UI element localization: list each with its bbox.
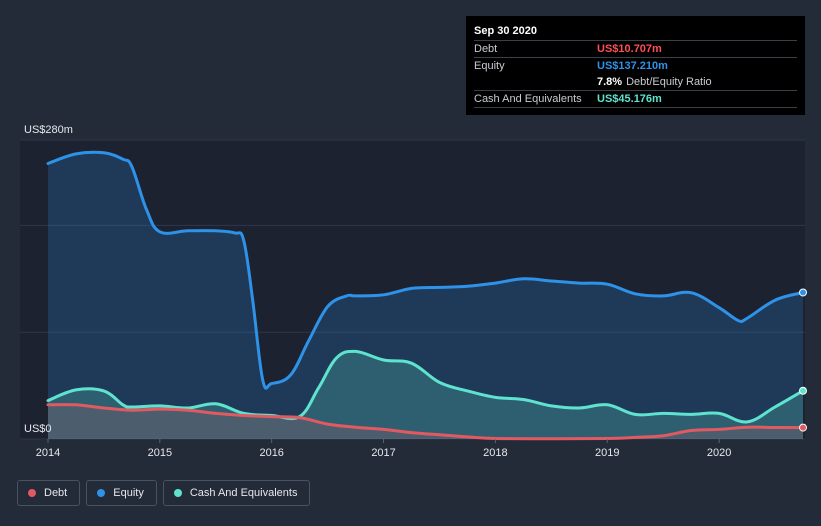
debt-area: [48, 404, 803, 439]
equity-dot-icon: [97, 489, 106, 497]
legend-label-debt: Debt: [44, 487, 68, 499]
y-axis-max-label: US$280m: [24, 124, 73, 136]
equity-end-point[interactable]: [799, 288, 807, 297]
tooltip-date: Sep 30 2020: [474, 25, 537, 37]
tooltip-ratio-row: 7.8% Debt/Equity Ratio: [474, 74, 797, 90]
debt-series-line: [46, 403, 805, 441]
tooltip-debt-value: US$10.707m: [597, 43, 662, 55]
tooltip-cash-label: Cash And Equivalents: [474, 93, 582, 105]
tooltip-ratio-label: Debt/Equity Ratio: [626, 76, 712, 88]
x-tick-label: 2014: [36, 447, 60, 459]
legend-item-equity[interactable]: Equity: [86, 480, 157, 506]
data-tooltip: Sep 30 2020 Debt US$10.707m Equity US$13…: [466, 16, 805, 115]
chart-legend: Debt Equity Cash And Equivalents: [17, 480, 311, 506]
legend-label-cash: Cash And Equivalents: [189, 487, 298, 499]
legend-item-cash[interactable]: Cash And Equivalents: [162, 480, 311, 506]
equity-series-line: [46, 150, 805, 390]
cash-end-point[interactable]: [799, 386, 807, 395]
tooltip-cash-row: Cash And Equivalents US$45.176m: [474, 90, 797, 108]
tooltip-equity-row: Equity US$137.210m: [474, 57, 797, 74]
tooltip-equity-label: Equity: [474, 60, 505, 72]
cash-dot-icon: [173, 489, 182, 497]
tooltip-equity-value: US$137.210m: [597, 60, 668, 72]
x-tick-label: 2019: [595, 447, 619, 459]
cash-series-line: [46, 349, 805, 424]
x-tick-label: 2017: [371, 447, 395, 459]
x-tick-label: 2020: [707, 447, 731, 459]
legend-label-equity: Equity: [113, 487, 144, 499]
cash-area: [48, 351, 803, 439]
tooltip-ratio-spacer: [474, 74, 597, 90]
gridlines: [20, 139, 805, 440]
debt-dot-icon: [28, 489, 36, 497]
tooltip-cash-value: US$45.176m: [597, 93, 662, 105]
series-group: [46, 150, 807, 441]
x-tick-label: 2018: [483, 447, 507, 459]
y-axis-min-label: US$0: [24, 423, 52, 435]
tooltip-debt-row: Debt US$10.707m: [474, 40, 797, 57]
x-axis: 2014 2015 2016 2017 2018 2019 2020: [36, 439, 731, 459]
legend-item-debt[interactable]: Debt: [17, 480, 81, 506]
tooltip-ratio-value: 7.8%: [597, 76, 623, 88]
equity-area: [48, 152, 803, 440]
x-tick-label: 2016: [259, 447, 283, 459]
tooltip-debt-label: Debt: [474, 43, 498, 55]
x-tick-label: 2015: [148, 447, 172, 459]
debt-end-point[interactable]: [799, 423, 807, 432]
